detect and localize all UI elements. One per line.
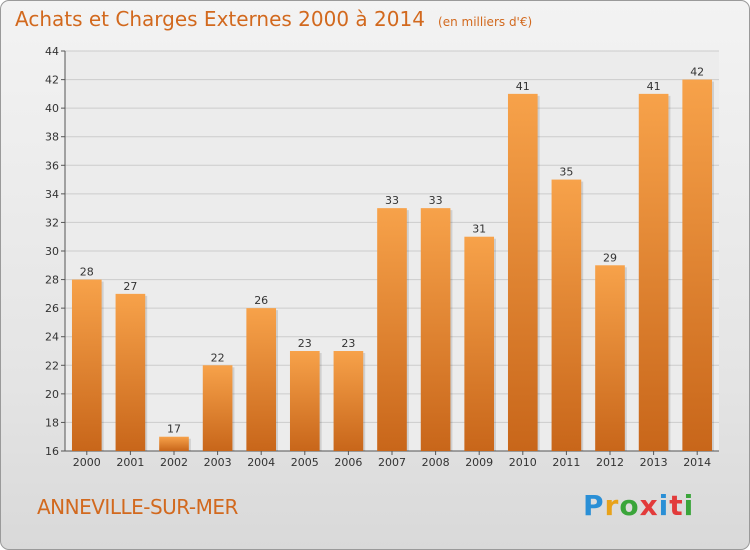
bar: [507, 93, 538, 451]
bar-value-label: 41: [516, 80, 530, 93]
x-tick-label: 2009: [465, 456, 493, 469]
y-tick-label: 44: [45, 45, 59, 58]
bar: [289, 351, 320, 451]
x-tick-label: 2002: [160, 456, 188, 469]
x-tick-label: 2003: [204, 456, 232, 469]
x-tick-label: 2012: [596, 456, 624, 469]
brand-letter: o: [619, 489, 640, 522]
bar: [420, 208, 451, 451]
y-tick-label: 18: [45, 416, 59, 429]
bar-value-label: 27: [123, 280, 137, 293]
bar: [551, 179, 582, 452]
x-tick-label: 2010: [509, 456, 537, 469]
commune-name: ANNEVILLE-SUR-MER: [37, 495, 238, 519]
brand-logo: Proxiti: [583, 489, 694, 522]
bar-value-label: 31: [472, 223, 486, 236]
x-tick-label: 2014: [683, 456, 711, 469]
x-tick-label: 2000: [73, 456, 101, 469]
bar-value-label: 26: [254, 294, 268, 307]
bar-value-label: 35: [559, 166, 573, 179]
x-tick-label: 2001: [116, 456, 144, 469]
bar-value-label: 41: [647, 80, 661, 93]
y-tick-label: 24: [45, 331, 59, 344]
y-tick-label: 32: [45, 216, 59, 229]
brand-letter: x: [639, 489, 659, 522]
y-tick-label: 28: [45, 274, 59, 287]
chart-unit: (en milliers d'€): [438, 15, 533, 29]
bar: [246, 308, 277, 451]
bar: [115, 293, 146, 451]
x-tick-label: 2005: [291, 456, 319, 469]
bar-value-label: 33: [429, 194, 443, 207]
x-tick-label: 2006: [334, 456, 362, 469]
y-tick-label: 38: [45, 131, 59, 144]
bar-value-label: 17: [167, 423, 181, 436]
bar: [333, 351, 364, 451]
brand-letter: i: [683, 489, 695, 522]
x-tick-label: 2007: [378, 456, 406, 469]
bar-value-label: 42: [690, 66, 704, 79]
bar: [159, 436, 189, 451]
bar: [682, 79, 713, 452]
bar-value-label: 23: [298, 337, 312, 350]
bar: [595, 265, 625, 451]
x-tick-label: 2004: [247, 456, 275, 469]
y-tick-label: 16: [45, 445, 59, 458]
chart-title: Achats et Charges Externes 2000 à 2014: [15, 7, 425, 31]
bar: [464, 236, 495, 451]
title-row: Achats et Charges Externes 2000 à 2014 (…: [15, 7, 532, 31]
bar: [638, 93, 669, 451]
x-tick-label: 2008: [422, 456, 450, 469]
bar-value-label: 23: [341, 337, 355, 350]
bar-value-label: 33: [385, 194, 399, 207]
bar: [202, 365, 233, 451]
x-tick-label: 2013: [640, 456, 668, 469]
brand-letter: r: [604, 489, 620, 522]
bar: [377, 208, 407, 451]
brand-letter: P: [583, 489, 605, 522]
y-tick-label: 36: [45, 159, 59, 172]
brand-letter: i: [658, 489, 670, 522]
y-tick-label: 30: [45, 245, 59, 258]
bar-value-label: 29: [603, 251, 617, 264]
y-tick-label: 40: [45, 102, 59, 115]
bar-value-label: 28: [80, 266, 94, 279]
bar-value-label: 22: [211, 351, 225, 364]
y-tick-label: 22: [45, 359, 59, 372]
brand-letter: t: [669, 489, 684, 522]
x-tick-label: 2011: [552, 456, 580, 469]
bar: [71, 279, 102, 451]
y-tick-label: 26: [45, 302, 59, 315]
y-tick-label: 34: [45, 188, 59, 201]
y-tick-label: 20: [45, 388, 59, 401]
y-tick-label: 42: [45, 74, 59, 87]
